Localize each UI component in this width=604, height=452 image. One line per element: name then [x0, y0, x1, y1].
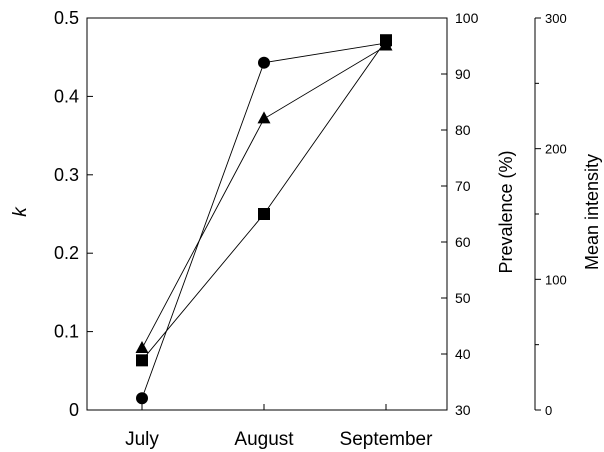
series-markers: [135, 34, 393, 405]
axis-ticks: 0 0.1 0.2 0.3 0.4 0.5 30 40 50 60 70 80 90 100 0 100 200…: [54, 8, 567, 450]
k-axis-tick-label: 0.1: [54, 322, 79, 342]
mean-intensity-axis-tick-label: 100: [545, 272, 567, 287]
y-far-right-axis-label: Mean intensity: [582, 154, 602, 270]
y-right-axis-label: Prevalence (%): [496, 150, 516, 273]
triangle-series-line: [141, 45, 387, 349]
x-axis-tick-label: August: [234, 429, 294, 450]
circle-series-line: [141, 42, 387, 399]
plot-box: [86, 17, 448, 411]
square-marker: [380, 34, 392, 47]
y-left-axis-label: k: [10, 206, 31, 217]
triangle-marker: [257, 111, 271, 124]
square-marker: [136, 354, 148, 367]
x-axis-tick-label: July: [125, 429, 159, 450]
k-axis-tick-label: 0: [69, 400, 79, 420]
k-axis-tick-label: 0.3: [54, 165, 79, 185]
k-axis-tick-label: 0.2: [54, 243, 79, 263]
mean-intensity-axis-tick-label: 300: [545, 11, 567, 26]
mean-intensity-axis-tick-label: 0: [545, 403, 552, 418]
circle-marker: [258, 56, 270, 69]
square-marker: [258, 208, 270, 220]
prevalence-axis-tick-label: 40: [455, 346, 471, 362]
circle-marker: [136, 392, 148, 405]
k-axis-tick-label: 0.5: [54, 8, 79, 28]
x-axis-tick-label: September: [340, 429, 434, 450]
prevalence-axis-tick-label: 80: [455, 122, 471, 138]
prevalence-axis-tick-label: 60: [455, 234, 471, 250]
prevalence-axis-tick-label: 50: [455, 290, 471, 306]
prevalence-axis-tick-label: 100: [455, 10, 479, 26]
prevalence-axis-tick-label: 70: [455, 178, 471, 194]
prevalence-axis-tick-label: 30: [455, 402, 471, 418]
k-axis-tick-label: 0.4: [54, 86, 79, 106]
prevalence-axis-tick-label: 90: [455, 66, 471, 82]
square-series-line: [141, 39, 387, 361]
mean-intensity-axis-tick-label: 200: [545, 142, 567, 157]
triangle-marker: [135, 340, 149, 353]
